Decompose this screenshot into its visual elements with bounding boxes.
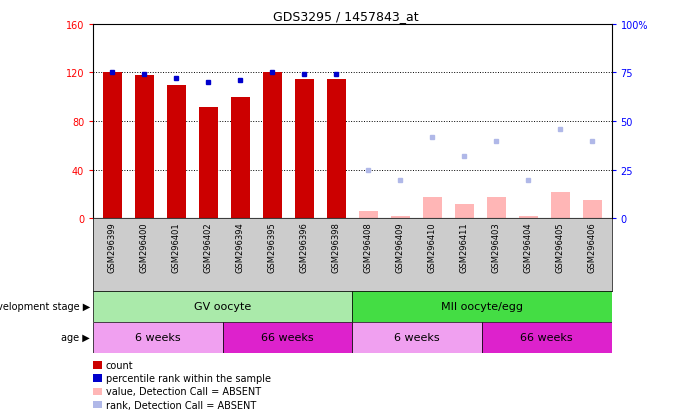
Bar	[551, 192, 570, 219]
Text: GSM296398: GSM296398	[332, 222, 341, 273]
Text: GV oocyte: GV oocyte	[194, 301, 252, 312]
Bar	[486, 197, 506, 219]
Text: GSM296401: GSM296401	[172, 222, 181, 272]
Text: GSM296406: GSM296406	[588, 222, 597, 273]
Bar	[519, 216, 538, 219]
Text: GSM296395: GSM296395	[268, 222, 277, 273]
Text: development stage ▶: development stage ▶	[0, 301, 90, 312]
Text: GSM296400: GSM296400	[140, 222, 149, 272]
Bar	[391, 216, 410, 219]
Text: GSM296396: GSM296396	[300, 222, 309, 273]
Bar	[455, 204, 474, 219]
Bar	[223, 322, 352, 353]
Text: percentile rank within the sample: percentile rank within the sample	[106, 373, 271, 383]
Text: age ▶: age ▶	[61, 332, 90, 343]
Bar	[199, 107, 218, 219]
Bar	[352, 322, 482, 353]
Bar	[167, 85, 186, 219]
Text: MII oocyte/egg: MII oocyte/egg	[441, 301, 523, 312]
Text: rank, Detection Call = ABSENT: rank, Detection Call = ABSENT	[106, 400, 256, 410]
Bar	[423, 197, 442, 219]
Bar	[263, 73, 282, 219]
Text: value, Detection Call = ABSENT: value, Detection Call = ABSENT	[106, 387, 261, 396]
Text: GSM296402: GSM296402	[204, 222, 213, 272]
Text: 66 weeks: 66 weeks	[520, 332, 573, 343]
Bar	[352, 291, 612, 322]
Text: GSM296408: GSM296408	[364, 222, 373, 273]
Text: 6 weeks: 6 weeks	[135, 332, 181, 343]
Bar	[359, 211, 378, 219]
Text: GSM296404: GSM296404	[524, 222, 533, 272]
Bar	[583, 201, 602, 219]
Text: 6 weeks: 6 weeks	[395, 332, 440, 343]
Bar	[327, 79, 346, 219]
Bar	[93, 291, 352, 322]
Bar	[93, 322, 223, 353]
Bar	[231, 97, 250, 219]
Bar	[482, 322, 612, 353]
Text: count: count	[106, 360, 133, 370]
Text: GSM296394: GSM296394	[236, 222, 245, 273]
Text: GSM296399: GSM296399	[108, 222, 117, 273]
Bar	[103, 73, 122, 219]
Text: GSM296403: GSM296403	[492, 222, 501, 273]
Text: 66 weeks: 66 weeks	[261, 332, 314, 343]
Text: GSM296411: GSM296411	[460, 222, 469, 272]
Bar	[295, 79, 314, 219]
Bar	[135, 76, 154, 219]
Text: GSM296409: GSM296409	[396, 222, 405, 272]
Text: GSM296410: GSM296410	[428, 222, 437, 272]
Text: GDS3295 / 1457843_at: GDS3295 / 1457843_at	[273, 10, 418, 23]
Text: GSM296405: GSM296405	[556, 222, 565, 272]
